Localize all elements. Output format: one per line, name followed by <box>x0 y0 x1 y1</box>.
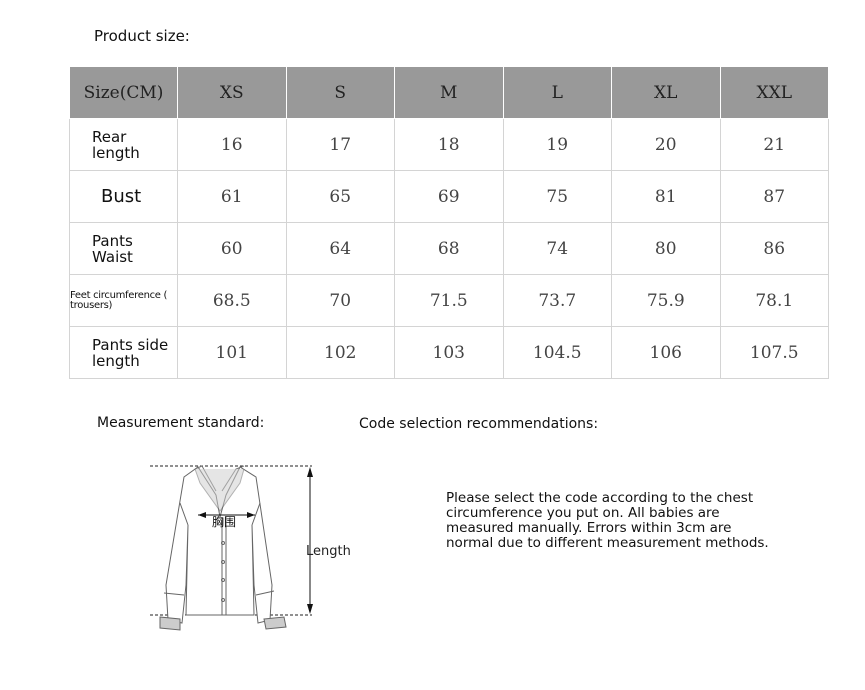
table-cell: 65 <box>285 170 395 223</box>
table-cell: 70 <box>285 274 395 327</box>
header-cell: L <box>502 66 612 119</box>
table-cell: 73.7 <box>502 274 612 327</box>
row-label: Bust <box>69 170 178 223</box>
table-cell: 78.1 <box>719 274 829 327</box>
table-cell: 16 <box>177 118 287 171</box>
table-cell: 107.5 <box>719 326 829 379</box>
header-cell: S <box>285 66 395 119</box>
table-cell: 103 <box>394 326 504 379</box>
table-row: Pants side length 101 102 103 104.5 106 … <box>69 326 829 379</box>
table-cell: 19 <box>502 118 612 171</box>
table-cell: 104.5 <box>502 326 612 379</box>
product-size-title: Product size: <box>94 27 190 45</box>
table-row: Bust 61 65 69 75 81 87 <box>69 170 829 223</box>
header-cell: XL <box>611 66 721 119</box>
table-cell: 69 <box>394 170 504 223</box>
table-cell: 86 <box>719 222 829 275</box>
table-row: Feet circumference ( trousers) 68.5 70 7… <box>69 274 829 327</box>
shirt-measurement-diagram: 胸围 Length <box>150 465 351 631</box>
table-cell: 75.9 <box>611 274 721 327</box>
row-label: Pants Waist <box>69 222 178 275</box>
table-cell: 68.5 <box>177 274 287 327</box>
table-cell: 74 <box>502 222 612 275</box>
row-label: Feet circumference ( trousers) <box>69 274 178 327</box>
header-cell: M <box>394 66 504 119</box>
table-cell: 101 <box>177 326 287 379</box>
table-row: Rear length 16 17 18 19 20 21 <box>69 118 829 171</box>
table-cell: 20 <box>611 118 721 171</box>
table-cell: 81 <box>611 170 721 223</box>
row-label: Pants side length <box>69 326 178 379</box>
table-cell: 61 <box>177 170 287 223</box>
table-cell: 60 <box>177 222 287 275</box>
header-cell: Size(CM) <box>69 66 178 119</box>
length-label: Length <box>306 544 351 559</box>
header-cell: XS <box>177 66 287 119</box>
row-label: Rear length <box>69 118 178 171</box>
table-cell: 106 <box>611 326 721 379</box>
chest-label: 胸围 <box>212 514 236 529</box>
table-header-row: Size(CM) XS S M L XL XXL <box>69 66 829 119</box>
table-cell: 80 <box>611 222 721 275</box>
table-cell: 102 <box>285 326 395 379</box>
code-selection-heading: Code selection recommendations: <box>359 416 599 432</box>
table-cell: 18 <box>394 118 504 171</box>
header-cell: XXL <box>719 66 829 119</box>
shirt-outline <box>159 465 287 631</box>
table-cell: 71.5 <box>394 274 504 327</box>
table-cell: 68 <box>394 222 504 275</box>
measurement-standard-heading: Measurement standard: <box>97 415 265 431</box>
size-table: Size(CM) XS S M L XL XXL Rear length 16 … <box>69 66 829 379</box>
recommendation-text: Please select the code according to the … <box>446 490 769 551</box>
table-row: Pants Waist 60 64 68 74 80 86 <box>69 222 829 275</box>
table-cell: 87 <box>719 170 829 223</box>
table-cell: 21 <box>719 118 829 171</box>
table-cell: 75 <box>502 170 612 223</box>
table-cell: 64 <box>285 222 395 275</box>
table-cell: 17 <box>285 118 395 171</box>
